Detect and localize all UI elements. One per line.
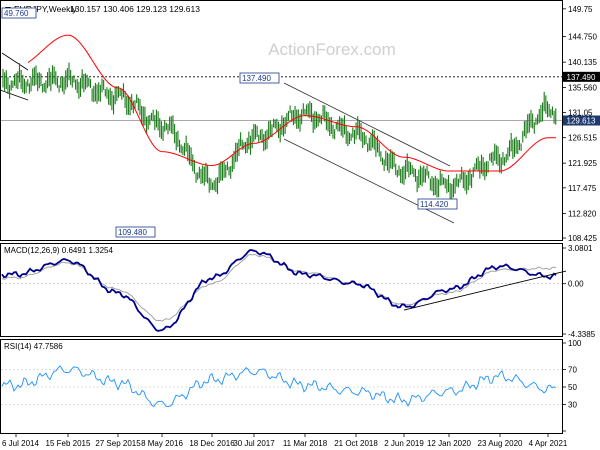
- resistance-price-box: 137.490: [563, 71, 600, 82]
- descending-channel: [0, 52, 455, 224]
- price-tick-label: 126.515: [568, 134, 597, 143]
- price-tick-label: 144.750: [568, 33, 597, 42]
- rsi-title: RSI(14) 47.7586: [4, 342, 63, 351]
- macd-panel-frame: [0, 243, 563, 337]
- watermark: ActionForex.com: [268, 40, 396, 59]
- macd-line: [1, 249, 557, 332]
- svg-text:114.420: 114.420: [420, 200, 449, 209]
- svg-text:129.613: 129.613: [567, 117, 596, 126]
- x-tick-label: 2 Jun 2019: [384, 439, 424, 448]
- rsi-tick-label: 50: [568, 383, 577, 392]
- macd-trendline: [403, 270, 567, 311]
- x-tick-label: 27 Sep 2015: [95, 439, 141, 448]
- price-tick-label: 117.475: [568, 184, 597, 193]
- svg-text:49.760: 49.760: [4, 9, 29, 18]
- x-tick-label: 6 Jul 2014: [2, 439, 39, 448]
- price-annotation: 114.420: [417, 198, 458, 210]
- channel-lower-line: [283, 138, 455, 224]
- current-price-box: 129.613: [563, 115, 600, 126]
- price-tick-label: 135.560: [568, 84, 597, 93]
- x-tick-label: 8 May 2016: [141, 439, 183, 448]
- svg-text:109.480: 109.480: [118, 228, 147, 237]
- x-tick-label: 30 Jul 2017: [233, 439, 275, 448]
- x-tick-label: 21 Oct 2018: [334, 439, 378, 448]
- price-annotation: 137.490: [239, 72, 280, 84]
- x-tick-label: 23 Aug 2020: [478, 439, 523, 448]
- rsi-line: [1, 365, 557, 408]
- price-annotation: 109.480: [115, 226, 156, 238]
- x-tick-label: 18 Dec 2016: [189, 439, 235, 448]
- price-tick-label: 149.75: [568, 5, 593, 14]
- price-tick-label: 131.05: [568, 109, 593, 118]
- price-annotation: 49.760: [1, 7, 37, 19]
- symbol-label: EURJPY,Weekly: [14, 4, 77, 14]
- macd-tick-label: 3.0801: [568, 244, 593, 253]
- svg-text:137.490: 137.490: [567, 73, 596, 82]
- price-tick-label: 140.135: [568, 58, 597, 67]
- ohlc-values: 130.157 130.406 129.123 129.613: [70, 4, 200, 14]
- rsi-tick-label: 70: [568, 365, 577, 374]
- x-tick-label: 11 Mar 2018: [283, 439, 328, 448]
- early-channel-upper: [1, 52, 29, 71]
- rsi-tick-label: 30: [568, 401, 577, 410]
- x-tick-label: 15 Feb 2015: [46, 439, 91, 448]
- x-tick-label: 4 Apr 2021: [529, 439, 568, 448]
- macd-tick-label: -4.3385: [568, 330, 596, 339]
- rsi-tick-label: 100: [568, 339, 582, 348]
- svg-text:137.490: 137.490: [242, 74, 271, 83]
- price-tick-label: 108.425: [568, 234, 597, 243]
- price-panel-frame: [0, 0, 563, 241]
- moving-average-line: [27, 34, 556, 172]
- price-tick-label: 121.925: [568, 159, 597, 168]
- price-tick-label: 112.820: [568, 210, 597, 219]
- macd-title: MACD(12,26,9) 0.6491 1.3254: [4, 246, 114, 255]
- macd-tick-label: 0.00: [568, 280, 584, 289]
- price-bars: [2, 62, 557, 204]
- channel-upper-line: [283, 82, 451, 167]
- x-tick-label: 12 Jan 2020: [427, 439, 472, 448]
- rsi-panel-frame: [0, 339, 563, 434]
